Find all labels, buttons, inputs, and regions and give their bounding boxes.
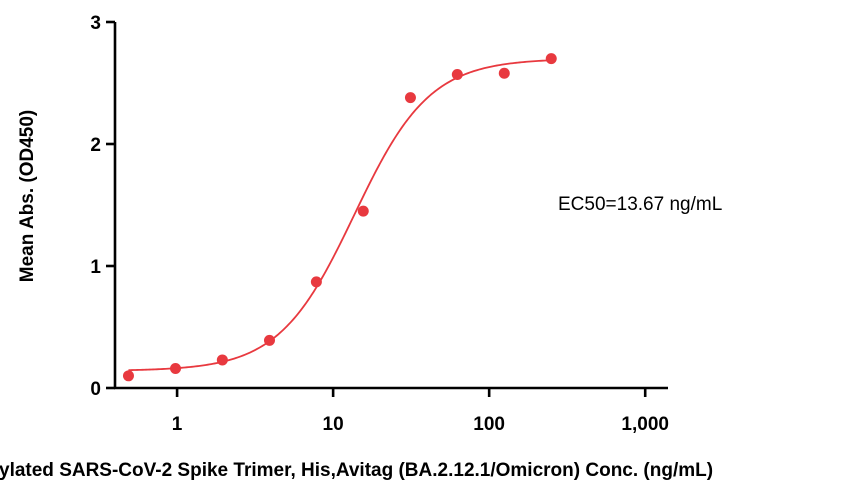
fit-curve: [128, 59, 552, 372]
ec50-annotation: EC50=13.67 ng/mL: [558, 194, 722, 215]
x-tick-label: 1: [172, 414, 183, 435]
data-point: [357, 205, 369, 217]
data-point: [545, 53, 557, 65]
data-point: [216, 354, 228, 366]
x-tick-label: 1,000: [621, 414, 669, 435]
y-tick-label: 1: [90, 257, 101, 278]
fit-curve-layer: [128, 59, 552, 372]
data-point: [310, 276, 322, 288]
x-tick-label: 100: [473, 414, 505, 435]
data-point: [170, 362, 182, 374]
data-point: [451, 68, 463, 80]
axes: [113, 22, 668, 390]
y-axis-title: Mean Abs. (OD450): [17, 110, 38, 282]
data-point: [122, 370, 134, 382]
x-tick-label: 10: [323, 414, 344, 435]
data-points-layer: [122, 53, 557, 382]
data-point: [404, 92, 416, 104]
data-point: [498, 67, 510, 79]
x-axis-title: ylated SARS-CoV-2 Spike Trimer, His,Avit…: [0, 460, 713, 481]
y-tick-label: 3: [90, 13, 101, 34]
y-tick-label: 0: [90, 379, 101, 400]
data-point: [263, 334, 275, 346]
ticks: 0 1 2 3 1 10 100 1,000: [90, 13, 669, 435]
y-tick-label: 2: [90, 135, 101, 156]
